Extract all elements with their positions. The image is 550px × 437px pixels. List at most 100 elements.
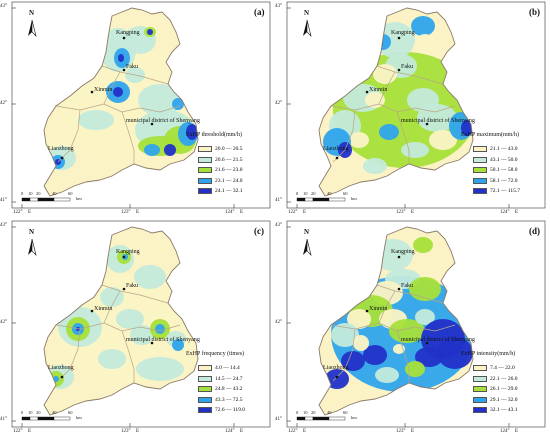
legend-item: 50.1 — 58.0 [473, 167, 550, 174]
legend-item: 43.3 — 72.5 [198, 396, 276, 404]
legend-title: ExHP threshold(mm/h) [186, 132, 242, 138]
lon-label: 123° [396, 210, 406, 215]
value-zone [401, 142, 429, 158]
lon-label: E [28, 210, 32, 215]
lat-label: 41° [275, 417, 282, 422]
legend-swatch [198, 156, 212, 163]
legend-item: 72.1 — 115.7 [473, 188, 550, 195]
value-zone [415, 309, 435, 325]
legend: ExHP frequency (times) 4.0 — 14.4 14.5 — 2… [186, 351, 272, 419]
legend-title: ExHP frequency (times) [186, 351, 245, 357]
legend-item: 20.6 — 21.5 [198, 156, 276, 164]
legend-swatch [198, 146, 212, 152]
city-marker [122, 68, 126, 72]
city-marker [150, 122, 154, 126]
north-label: N [29, 9, 35, 17]
place-liaozhong: Liaozhong [48, 365, 74, 371]
legend-item: 26.1 — 29.0 [473, 386, 550, 393]
legend-swatch [198, 188, 212, 194]
scale-tick: 0 [296, 191, 299, 196]
north-arrow-icon [303, 19, 312, 37]
legend-item: 58.1 — 72.0 [473, 177, 550, 185]
value-zone [341, 351, 365, 371]
city-marker [90, 90, 94, 94]
panel-tag: (a) [254, 7, 265, 17]
lat-label: 43° [275, 223, 282, 228]
panel-tag: (d) [529, 226, 540, 236]
lon-label: 122° [288, 429, 298, 434]
lon-label: E [515, 429, 519, 434]
legend-item: 29.1 — 32.0 [473, 396, 550, 404]
value-zone [415, 347, 443, 367]
legend-swatch [198, 386, 212, 392]
place-xinmin: Xinmin [94, 306, 113, 312]
legend-item: 43.1 — 50.0 [473, 156, 550, 164]
legend-label: 23.1 — 24.0 [215, 177, 243, 184]
legend-item: 4.0 — 14.4 [198, 365, 276, 372]
map-canvas [286, 220, 546, 428]
city-marker [397, 68, 401, 72]
value-zone [349, 132, 369, 148]
scale-tick: 60 [68, 191, 73, 196]
legend-item: 14.5 — 24.7 [198, 375, 276, 383]
place-liaozhong: Liaozhong [323, 146, 349, 152]
place-faku: Faku [126, 283, 138, 289]
scale-bar [296, 416, 346, 421]
place-shenyang: municipal district of Shenyang [126, 118, 200, 124]
lat-label: 41° [0, 417, 7, 422]
value-zone [113, 87, 123, 97]
legend-swatch [198, 167, 212, 173]
legend: ExHP threshold(mm/h) 20.0 — 20.5 20.6 — 21… [186, 132, 272, 200]
legend-swatch [198, 407, 212, 413]
lon-label: 122° [13, 429, 23, 434]
lon-label: E [136, 210, 140, 215]
value-zone [134, 265, 166, 289]
value-zone [144, 144, 160, 156]
lon-label: E [240, 429, 244, 434]
map-panel-b: N (b) 43° 42° 41° 122° E 123° E 124° E 0 10 20 40 60 km K… [275, 0, 550, 218]
value-zone [100, 287, 124, 307]
legend-label: 21.1 — 43.0 [490, 146, 518, 152]
value-zone [116, 309, 144, 329]
value-zone [461, 120, 473, 136]
city-marker [90, 309, 94, 313]
value-zone [409, 277, 441, 301]
legend: ExHP maximum(mm/h) 21.1 — 43.0 43.1 — 50.0… [461, 132, 547, 200]
scale-tick: 0 [21, 410, 24, 415]
lat-label: 42° [275, 320, 282, 325]
city-marker [150, 341, 154, 345]
scale-tick: 20 [36, 410, 41, 415]
value-zone [78, 110, 114, 130]
lat-label: 42° [0, 320, 7, 325]
lon-label: E [515, 210, 519, 215]
legend-swatch [198, 365, 212, 371]
scale-tick: 40 [327, 191, 332, 196]
legend-swatch [473, 177, 487, 184]
value-zone [413, 237, 433, 253]
scale-bar [21, 197, 71, 202]
legend-swatch [473, 407, 487, 413]
legend: ExHP intensity(mm/h) 7.4 — 22.0 22.1 — 26.… [461, 351, 547, 419]
legend-swatch [473, 386, 487, 392]
place-liaozhong: Liaozhong [323, 365, 349, 371]
city-marker [365, 309, 369, 313]
lon-label: 124° [225, 429, 235, 434]
map-panel-d: N (d) 43° 42° 41° 122° E 123° E 124° E 0 10 20 40 60 km K… [275, 219, 550, 437]
legend-label: 20.0 — 20.5 [215, 146, 243, 152]
lat-label: 43° [0, 4, 7, 9]
value-zone [437, 337, 473, 369]
value-zone [363, 158, 387, 174]
legend-label: 29.1 — 32.0 [490, 396, 518, 403]
scale-unit: km [76, 196, 82, 201]
lat-label: 42° [275, 101, 282, 106]
legend-title: ExHP intensity(mm/h) [461, 351, 516, 357]
scale-bar [296, 197, 346, 202]
value-zone [373, 239, 413, 271]
lon-label: 122° [13, 210, 23, 215]
city-marker [122, 36, 126, 40]
legend-item: 20.0 — 20.5 [198, 146, 276, 153]
value-zone [353, 335, 369, 351]
lon-label: 124° [500, 429, 510, 434]
legend-label: 7.4 — 22.0 [490, 365, 515, 371]
legend-item: 22.1 — 26.0 [473, 375, 550, 383]
